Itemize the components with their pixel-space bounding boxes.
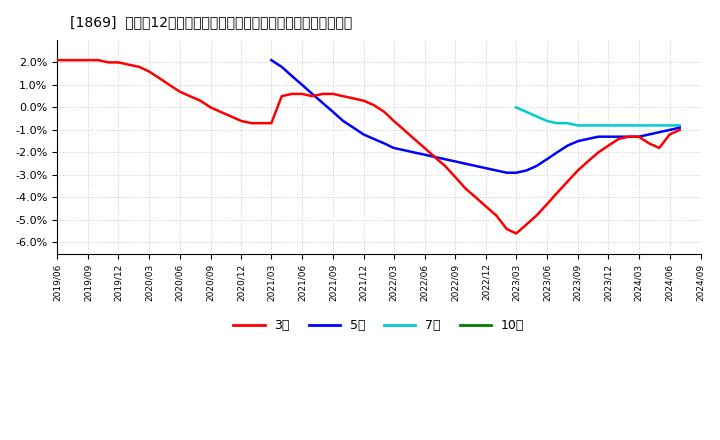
Text: [1869]  売上高12か月移動合計の対前年同期増減率の平均値の推移: [1869] 売上高12か月移動合計の対前年同期増減率の平均値の推移 — [70, 15, 352, 29]
Legend: 3年, 5年, 7年, 10年: 3年, 5年, 7年, 10年 — [228, 314, 529, 337]
